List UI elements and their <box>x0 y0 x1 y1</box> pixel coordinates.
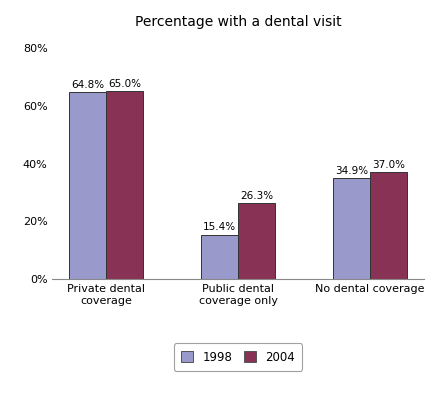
Bar <box>370 172 407 279</box>
Bar <box>201 235 238 279</box>
Text: 65.0%: 65.0% <box>108 79 141 89</box>
Text: 37.0%: 37.0% <box>372 160 405 170</box>
Title: Percentage with a dental visit: Percentage with a dental visit <box>135 15 341 29</box>
Text: 34.9%: 34.9% <box>335 166 368 176</box>
Text: 64.8%: 64.8% <box>71 79 104 89</box>
Text: 26.3%: 26.3% <box>240 191 273 201</box>
Bar <box>69 92 106 279</box>
Bar <box>238 203 275 279</box>
Bar <box>333 178 370 279</box>
Bar <box>106 91 143 279</box>
Text: 15.4%: 15.4% <box>203 222 236 233</box>
Legend: 1998, 2004: 1998, 2004 <box>174 344 302 371</box>
